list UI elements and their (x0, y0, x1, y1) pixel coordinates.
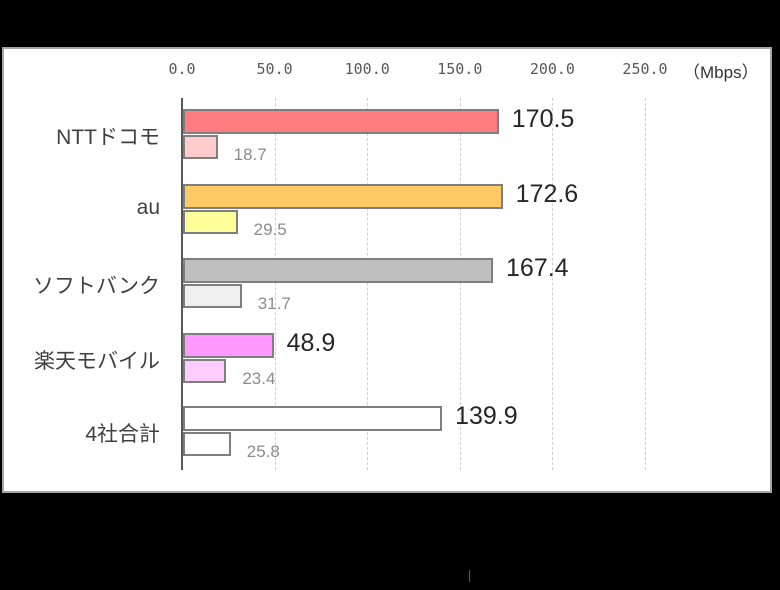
category-label: au (136, 196, 160, 219)
category-label: NTTドコモ (56, 126, 160, 149)
gridline (459, 98, 461, 470)
value-label-download: 139.9 (455, 402, 518, 430)
x-tick-label: 150.0 (437, 60, 483, 78)
bar-download (183, 109, 499, 134)
gridline (274, 98, 276, 470)
x-axis-unit: （Mbps） (683, 63, 759, 82)
bar-download (183, 406, 443, 431)
category-label: ソフトバンク (32, 275, 160, 298)
bar-upload (183, 210, 238, 234)
value-label-upload: 31.7 (257, 294, 291, 313)
x-tick-label: 200.0 (529, 60, 575, 78)
bar-download (183, 333, 274, 358)
y-axis-line (181, 98, 183, 470)
bar-upload (183, 359, 227, 383)
x-tick-label: 50.0 (256, 60, 293, 78)
value-label-upload: 25.8 (246, 442, 280, 461)
bar-upload (183, 432, 231, 456)
value-label-download: 170.5 (511, 105, 575, 133)
value-label-upload: 29.5 (253, 220, 287, 239)
bar-upload (183, 284, 242, 308)
gridline (645, 98, 646, 470)
gridline (552, 98, 554, 470)
x-tick-label: 250.0 (622, 60, 668, 78)
value-label-upload: 23.4 (242, 369, 276, 388)
x-tick-label: 100.0 (344, 60, 390, 78)
stray-mark (469, 570, 470, 582)
bar-upload (183, 135, 218, 159)
value-label-download: 167.4 (506, 254, 569, 282)
category-label: 4社合計 (85, 423, 160, 446)
x-tick-label: 0.0 (168, 60, 196, 78)
bar-download (183, 258, 494, 283)
bar-download (183, 184, 503, 209)
value-label-download: 48.9 (286, 329, 336, 357)
value-label-download: 172.6 (515, 180, 579, 208)
category-label: 楽天モバイル (34, 350, 160, 373)
gridline (367, 98, 369, 470)
value-label-upload: 18.7 (233, 145, 267, 164)
